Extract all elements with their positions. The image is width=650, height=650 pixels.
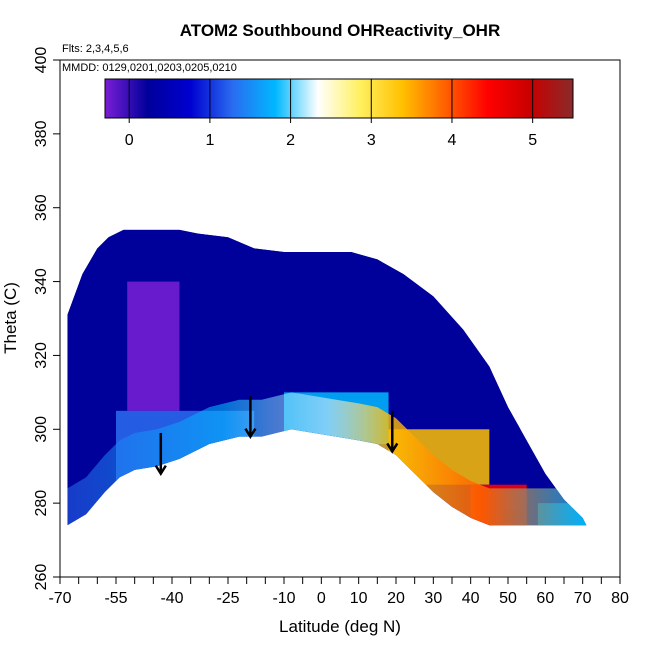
x-tick-label: -40 (160, 590, 183, 607)
chart-title: ATOM2 Southbound OHReactivity_OHR (180, 21, 501, 40)
x-tick-label: 70 (574, 590, 592, 607)
y-tick-label: 260 (33, 564, 50, 591)
colorbar-tick-label: 4 (448, 132, 457, 149)
y-tick-label: 400 (33, 47, 50, 74)
x-tick-label: 80 (611, 590, 629, 607)
x-tick-label: 0 (317, 590, 326, 607)
colorbar-gradient (104, 78, 574, 119)
x-tick-label: -70 (48, 590, 71, 607)
arrow-markers (154, 396, 399, 476)
colorbar-tick-label: 2 (286, 132, 295, 149)
y-axis-label: Theta (C) (1, 282, 20, 354)
y-tick-label: 360 (33, 194, 50, 221)
down-arrow-icon (386, 410, 399, 454)
down-arrow-icon (154, 432, 167, 476)
x-tick-label: 10 (350, 590, 368, 607)
colorbar-tick-label: 1 (205, 132, 214, 149)
down-arrow-icon (244, 396, 257, 440)
y-tick-label: 380 (33, 120, 50, 147)
y-tick-label: 300 (33, 416, 50, 443)
y-tick-label: 340 (33, 268, 50, 295)
y-tick-label: 280 (33, 490, 50, 517)
colorbar-tick-label: 3 (367, 132, 376, 149)
colorbar: 0 1 2 3 4 5 (104, 78, 574, 149)
x-tick-label: -55 (104, 590, 127, 607)
x-tick-label: -10 (272, 590, 295, 607)
x-tick-label: 40 (462, 590, 480, 607)
colorbar-tick-label: 5 (528, 132, 537, 149)
data-band (67, 392, 587, 526)
x-tick-label: 60 (536, 590, 554, 607)
x-tick-label: 20 (387, 590, 405, 607)
heatmap-area (67, 229, 587, 526)
x-axis-label: Latitude (deg N) (279, 617, 401, 636)
dates-label: MMDD: 0129,0201,0203,0205,0210 (62, 62, 237, 74)
x-tick-label: 30 (424, 590, 442, 607)
x-tick-label: -25 (216, 590, 239, 607)
x-tick-label: 50 (499, 590, 517, 607)
data-cell (127, 281, 180, 411)
colorbar-tick-label: 0 (125, 132, 134, 149)
flights-label: Flts: 2,3,4,5,6 (62, 43, 129, 55)
y-tick-label: 320 (33, 342, 50, 369)
y-axis: 260 280 300 320 340 360 380 400 (33, 47, 60, 591)
x-axis: -70 -55 -40 -25 -10 0 10 20 30 40 50 60 70 80 (48, 577, 629, 607)
